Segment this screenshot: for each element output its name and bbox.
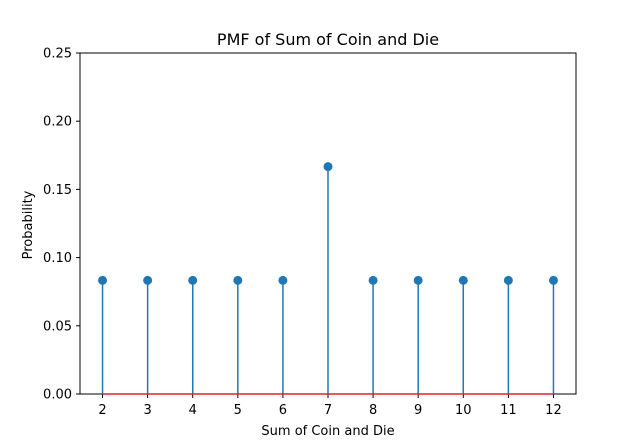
y-axis-label: Probability	[21, 190, 36, 259]
x-tick-label: 2	[98, 403, 106, 418]
x-tick-label: 3	[143, 403, 151, 418]
y-tick-label: 0.10	[43, 251, 72, 266]
stem-marker	[278, 275, 288, 285]
y-tick-label: 0.25	[43, 47, 72, 62]
stem-marker	[548, 275, 558, 285]
x-tick-label: 8	[369, 403, 377, 418]
stem-marker	[143, 275, 153, 285]
y-tick-label: 0.20	[43, 115, 72, 130]
x-tick-label: 10	[455, 403, 472, 418]
x-axis-label: Sum of Coin and Die	[261, 424, 394, 439]
stem-marker	[413, 275, 423, 285]
x-tick-label: 12	[545, 403, 562, 418]
stem-marker	[323, 162, 333, 172]
x-tick-label: 5	[234, 403, 242, 418]
stem-marker	[233, 275, 243, 285]
stem-marker	[458, 275, 468, 285]
stem-marker	[98, 275, 108, 285]
chart-title: PMF of Sum of Coin and Die	[217, 30, 439, 49]
x-tick-label: 7	[324, 403, 332, 418]
stem-marker	[368, 275, 378, 285]
x-tick-label: 4	[189, 403, 197, 418]
stem-marker	[503, 275, 513, 285]
plot-area: 0.00 0.05 0.10 0.15 0.20 0.25 2 3 4 5 6 7 8 9 10 11 12	[43, 47, 577, 418]
x-tick-label: 9	[414, 403, 422, 418]
y-tick-label: 0.00	[43, 388, 72, 403]
stem-marker	[188, 275, 198, 285]
x-tick-label: 11	[500, 403, 517, 418]
y-tick-label: 0.05	[43, 319, 72, 334]
y-tick-label: 0.15	[43, 183, 72, 198]
x-tick-label: 6	[279, 403, 287, 418]
